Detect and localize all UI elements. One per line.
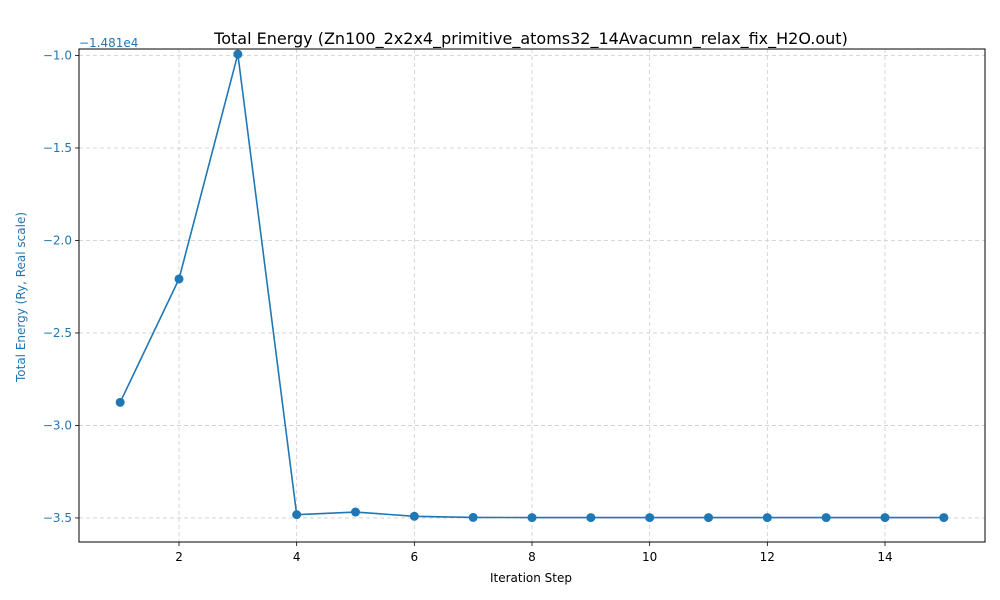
series-layer [115, 49, 949, 523]
x-tick-label: 10 [642, 550, 657, 564]
y-tick-label: −2.5 [43, 326, 72, 340]
x-tick-label: 14 [877, 550, 892, 564]
data-point [645, 513, 655, 523]
x-axis-ticks: 2 4 6 8 10 12 14 [175, 542, 893, 564]
x-tick-label: 4 [293, 550, 301, 564]
y-tick-label: −3.5 [43, 511, 72, 525]
data-point [351, 507, 361, 517]
x-tick-label: 6 [411, 550, 419, 564]
data-point [762, 513, 772, 523]
data-point [880, 513, 890, 523]
y-axis-offset-text: −1.481e4 [79, 36, 138, 50]
grid-lines [79, 49, 985, 542]
y-axis-label: Total Energy (Ry, Real scale) [14, 212, 28, 383]
data-point [292, 510, 302, 520]
data-point [527, 513, 537, 523]
data-point [409, 511, 419, 521]
data-point [174, 274, 184, 284]
x-tick-label: 2 [175, 550, 183, 564]
y-tick-label: −1.0 [43, 48, 72, 62]
data-point [468, 512, 478, 522]
data-point [115, 397, 125, 407]
y-axis-ticks: −1.0 −1.5 −2.0 −2.5 −3.0 −3.5 [43, 48, 79, 525]
data-point [233, 49, 243, 59]
x-tick-label: 8 [528, 550, 536, 564]
y-tick-label: −3.0 [43, 418, 72, 432]
data-point [821, 513, 831, 523]
data-point [703, 513, 713, 523]
y-tick-label: −1.5 [43, 141, 72, 155]
chart-title: Total Energy (Zn100_2x2x4_primitive_atom… [213, 29, 848, 49]
data-point [939, 513, 949, 523]
y-tick-label: −2.0 [43, 233, 72, 247]
data-point [586, 513, 596, 523]
x-axis-label: Iteration Step [490, 571, 572, 585]
x-tick-label: 12 [760, 550, 775, 564]
